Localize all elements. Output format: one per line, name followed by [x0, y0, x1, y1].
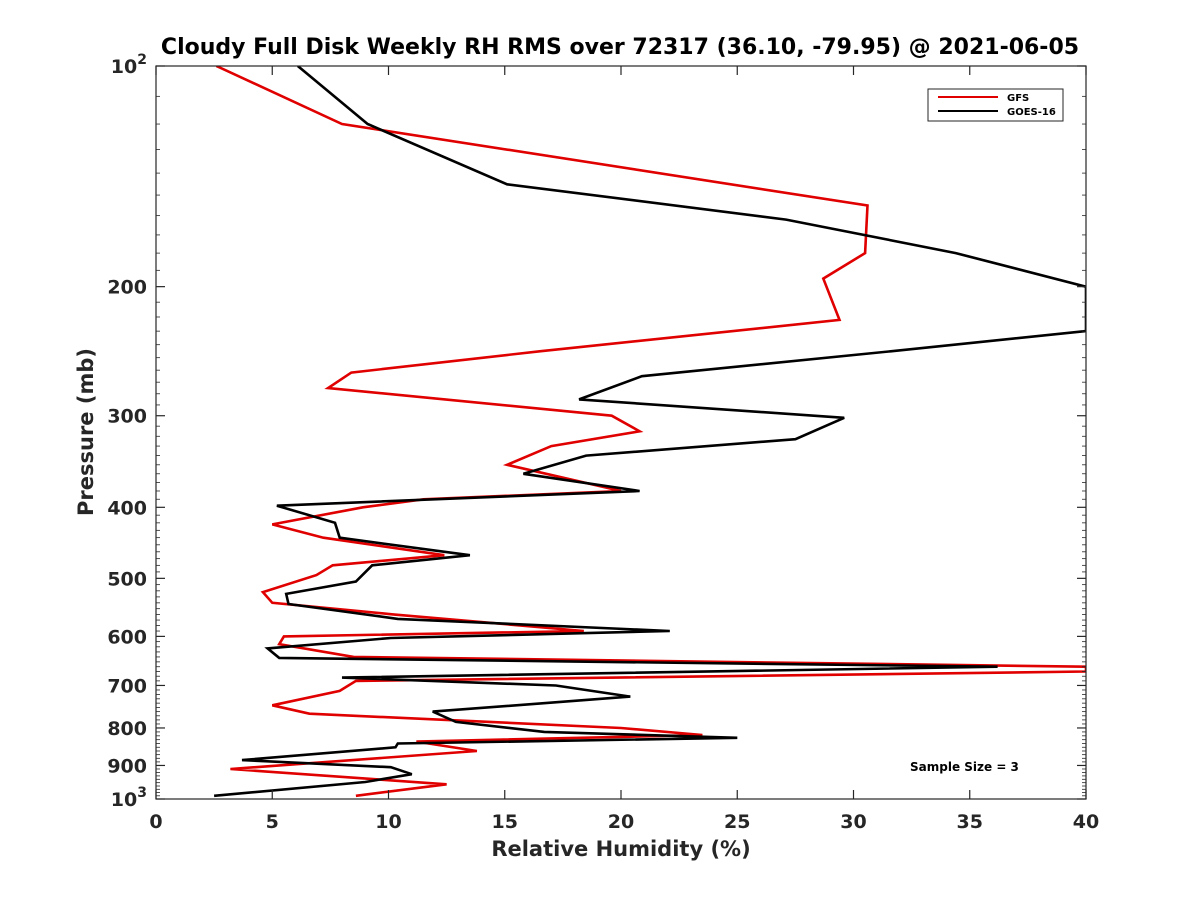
y-tick-label: 800 [107, 718, 147, 740]
series-line-goes16 [213, 66, 1086, 798]
x-tick-label: 0 [149, 811, 162, 833]
legend-label-goes16: GOES-16 [1007, 107, 1056, 118]
y-tick-label: 700 [107, 675, 147, 697]
x-tick-label: 35 [957, 811, 983, 833]
x-axis-label: Relative Humidity (%) [491, 837, 750, 861]
y-tick-label: 400 [107, 497, 147, 519]
x-tick-label: 25 [724, 811, 750, 833]
y-tick-label: 200 [107, 277, 147, 299]
legend-label-gfs: GFS [1007, 93, 1029, 104]
x-tick-label: 10 [375, 811, 401, 833]
y-tick-label: 103 [111, 785, 147, 811]
x-tick-label: 40 [1073, 811, 1099, 833]
legend-box [927, 88, 1064, 122]
legend: GFS GOES-16 [927, 88, 1064, 122]
series-line-gfs [215, 66, 1086, 798]
y-tick-label: 600 [107, 626, 147, 648]
y-tick-label: 900 [107, 755, 147, 777]
y-axis-label: Pressure (mb) [74, 348, 98, 516]
x-tick-label: 5 [266, 811, 279, 833]
tick-layer: 0 5 10 15 20 25 30 35 40 102 200 300 400 500 600 700 800… [107, 52, 1099, 833]
x-tick-label: 20 [608, 811, 634, 833]
y-tick-label: 300 [107, 406, 147, 428]
sample-size-annotation: Sample Size = 3 [910, 760, 1019, 774]
chart-title: Cloudy Full Disk Weekly RH RMS over 7231… [161, 35, 1079, 60]
y-tick-label: 500 [107, 568, 147, 590]
x-tick-label: 15 [492, 811, 518, 833]
x-tick-label: 30 [840, 811, 866, 833]
series-layer [213, 66, 1086, 798]
y-tick-label: 102 [111, 52, 147, 78]
